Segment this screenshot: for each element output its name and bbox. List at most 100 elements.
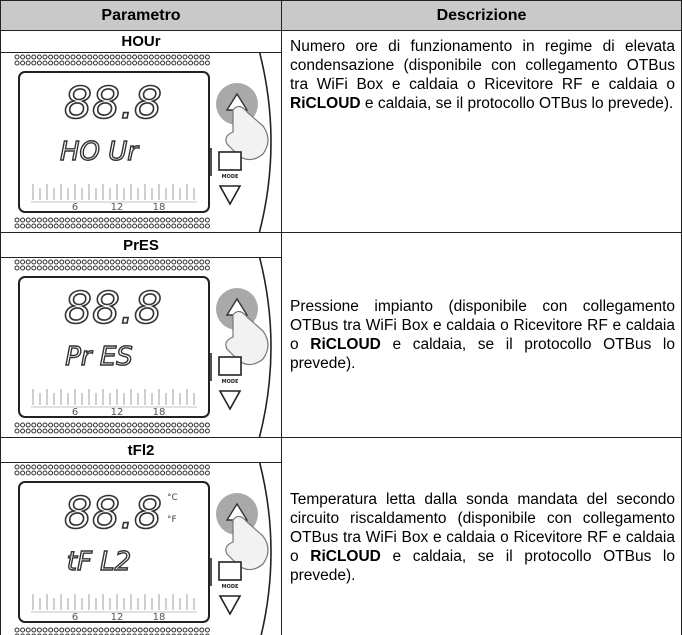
dot bbox=[109, 265, 115, 271]
dot bbox=[160, 470, 166, 476]
dot bbox=[70, 60, 76, 66]
dot bbox=[104, 60, 110, 66]
dot bbox=[36, 223, 42, 229]
thermostat-display: 88.8 Pr ES 6 12 18 MODE bbox=[14, 257, 272, 437]
dot bbox=[120, 265, 126, 271]
dot bbox=[109, 470, 115, 476]
dot bbox=[31, 265, 37, 271]
dot bbox=[20, 223, 26, 229]
dot bbox=[171, 464, 177, 470]
dot bbox=[36, 217, 42, 223]
dot bbox=[25, 54, 31, 60]
dot bbox=[137, 633, 143, 635]
dot bbox=[182, 217, 188, 223]
dot bbox=[48, 265, 54, 271]
dot bbox=[59, 60, 65, 66]
dot bbox=[87, 217, 93, 223]
dot bbox=[188, 60, 194, 66]
dot bbox=[199, 470, 205, 476]
dot bbox=[14, 223, 20, 229]
dot bbox=[20, 428, 26, 434]
dot bbox=[104, 464, 110, 470]
dot bbox=[109, 54, 115, 60]
dot bbox=[193, 633, 199, 635]
dot bbox=[132, 54, 138, 60]
dot bbox=[87, 54, 93, 60]
illustration-cell: 88.8 Pr ES 6 12 18 MODE bbox=[0, 257, 282, 438]
dot bbox=[204, 223, 210, 229]
dot bbox=[25, 470, 31, 476]
dot bbox=[199, 259, 205, 265]
dot bbox=[176, 627, 182, 633]
dot bbox=[199, 422, 205, 428]
dot bbox=[154, 627, 160, 633]
dot bbox=[92, 265, 98, 271]
dot bbox=[137, 217, 143, 223]
dot bbox=[20, 422, 26, 428]
dot bbox=[70, 428, 76, 434]
dot bbox=[42, 217, 48, 223]
dot bbox=[171, 265, 177, 271]
dot bbox=[20, 54, 26, 60]
dot bbox=[188, 627, 194, 633]
dot bbox=[154, 422, 160, 428]
dot bbox=[76, 428, 82, 434]
lcd-digits: 88.8 bbox=[64, 488, 162, 539]
dot bbox=[81, 633, 87, 635]
dot bbox=[59, 217, 65, 223]
dot bbox=[104, 54, 110, 60]
dot bbox=[188, 54, 194, 60]
dot bbox=[120, 259, 126, 265]
description-text: e caldaia, se il protocollo OTBus lo pre… bbox=[290, 547, 675, 584]
dot bbox=[59, 627, 65, 633]
lcd-digits: 88.8 bbox=[64, 283, 162, 334]
dot bbox=[204, 428, 210, 434]
dot bbox=[92, 217, 98, 223]
dot bbox=[148, 470, 154, 476]
dot bbox=[31, 217, 37, 223]
dot bbox=[81, 422, 87, 428]
dot bbox=[182, 265, 188, 271]
dot bbox=[126, 259, 132, 265]
dot bbox=[204, 422, 210, 428]
dot bbox=[92, 470, 98, 476]
dot bbox=[165, 627, 171, 633]
dot bbox=[115, 627, 121, 633]
dot bbox=[182, 259, 188, 265]
dot bbox=[143, 464, 149, 470]
dot bbox=[31, 60, 37, 66]
dot bbox=[76, 470, 82, 476]
dot bbox=[143, 633, 149, 635]
dot bbox=[70, 217, 76, 223]
dot bbox=[171, 223, 177, 229]
dot bbox=[143, 217, 149, 223]
mode-label: MODE bbox=[222, 584, 239, 590]
dot bbox=[176, 265, 182, 271]
dot bbox=[126, 217, 132, 223]
dot bbox=[143, 259, 149, 265]
dot bbox=[48, 259, 54, 265]
dot bbox=[120, 60, 126, 66]
down-arrow bbox=[218, 390, 242, 411]
dot bbox=[64, 217, 70, 223]
dot bbox=[87, 223, 93, 229]
dot bbox=[20, 633, 25, 635]
dot bbox=[76, 60, 82, 66]
dot bbox=[76, 422, 82, 428]
dot bbox=[59, 265, 65, 271]
dot bbox=[193, 259, 199, 265]
dot bbox=[81, 259, 87, 265]
dot bbox=[98, 259, 104, 265]
dot bbox=[132, 428, 138, 434]
dot bbox=[87, 633, 93, 635]
dot bbox=[14, 464, 20, 470]
dot bbox=[115, 470, 121, 476]
dot bbox=[182, 54, 188, 60]
dot bbox=[115, 54, 121, 60]
dot bbox=[171, 217, 177, 223]
dot bbox=[115, 633, 121, 635]
dot bbox=[42, 259, 48, 265]
dot bbox=[120, 470, 126, 476]
dot bbox=[104, 259, 110, 265]
dot bbox=[160, 259, 166, 265]
